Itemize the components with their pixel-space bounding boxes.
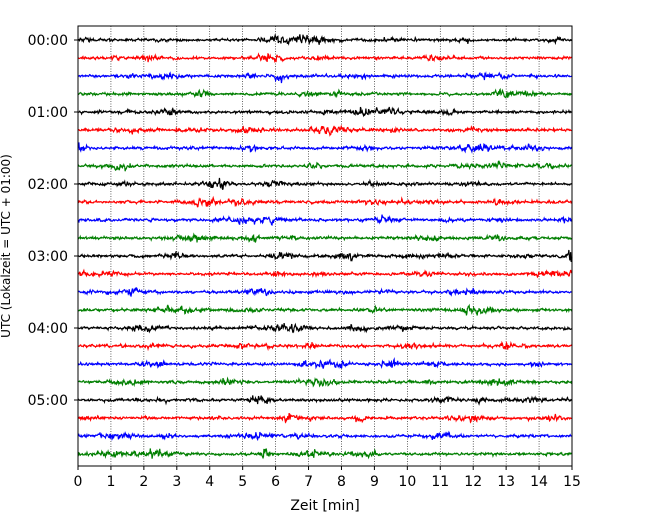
trace-0200 [77, 177, 573, 190]
y-tick-label-00:00: 00:00 [28, 33, 68, 49]
trace-0030 [77, 71, 573, 84]
trace-0015 [77, 52, 573, 64]
x-axis-title: Zeit [min] [290, 498, 359, 514]
x-tick-label-13: 13 [497, 474, 515, 490]
trace-0345 [77, 303, 573, 316]
trace-0315 [77, 268, 573, 279]
trace-0400 [77, 322, 573, 334]
y-tick-label-04:00: 04:00 [28, 321, 68, 337]
y-tick-label-02:00: 02:00 [28, 177, 68, 193]
x-tick-label-11: 11 [431, 474, 449, 490]
trace-0230 [77, 214, 573, 226]
trace-0130 [77, 142, 573, 154]
trace-0145 [77, 160, 573, 172]
x-tick-label-14: 14 [530, 474, 548, 490]
trace-0115 [77, 124, 573, 137]
x-tick-label-3: 3 [172, 474, 181, 490]
trace-0445 [77, 376, 573, 388]
traces [77, 33, 573, 460]
trace-0500 [77, 395, 573, 406]
plot-frame [77, 25, 573, 467]
x-axis-ticks: 0 1 2 3 4 5 6 7 8 9 10 11 12 13 14 15 [74, 466, 581, 490]
y-axis-ticks: 00:00 01:00 02:00 03:00 04:00 05:00 [28, 33, 78, 409]
grid-lines [110, 26, 540, 466]
trace-0100 [77, 106, 573, 118]
trace-0545 [77, 448, 573, 460]
trace-0415 [77, 340, 573, 352]
x-tick-label-0: 0 [74, 474, 83, 490]
plot-area [78, 26, 572, 466]
y-axis-title: UTC (Lokalzeit = UTC + 01:00) [0, 154, 13, 338]
trace-0330 [77, 287, 573, 297]
x-tick-label-15: 15 [563, 474, 581, 490]
trace-0215 [77, 195, 573, 208]
y-tick-label-01:00: 01:00 [28, 105, 68, 121]
x-tick-label-10: 10 [398, 474, 416, 490]
x-tick-label-7: 7 [304, 474, 313, 490]
x-tick-label-8: 8 [337, 474, 346, 490]
x-tick-label-4: 4 [205, 474, 214, 490]
x-tick-label-2: 2 [139, 474, 148, 490]
x-tick-label-6: 6 [271, 474, 280, 490]
trace-0245 [77, 232, 573, 243]
x-tick-label-9: 9 [370, 474, 379, 490]
trace-0515 [77, 412, 573, 424]
trace-0530 [77, 430, 573, 442]
trace-0430 [77, 356, 573, 370]
trace-0000 [77, 33, 573, 46]
trace-0045 [77, 87, 573, 99]
x-tick-label-1: 1 [106, 474, 115, 490]
trace-0300 [77, 249, 573, 263]
y-tick-label-03:00: 03:00 [28, 249, 68, 265]
x-tick-label-12: 12 [464, 474, 482, 490]
x-tick-label-5: 5 [238, 474, 247, 490]
y-tick-label-05:00: 05:00 [28, 393, 68, 409]
